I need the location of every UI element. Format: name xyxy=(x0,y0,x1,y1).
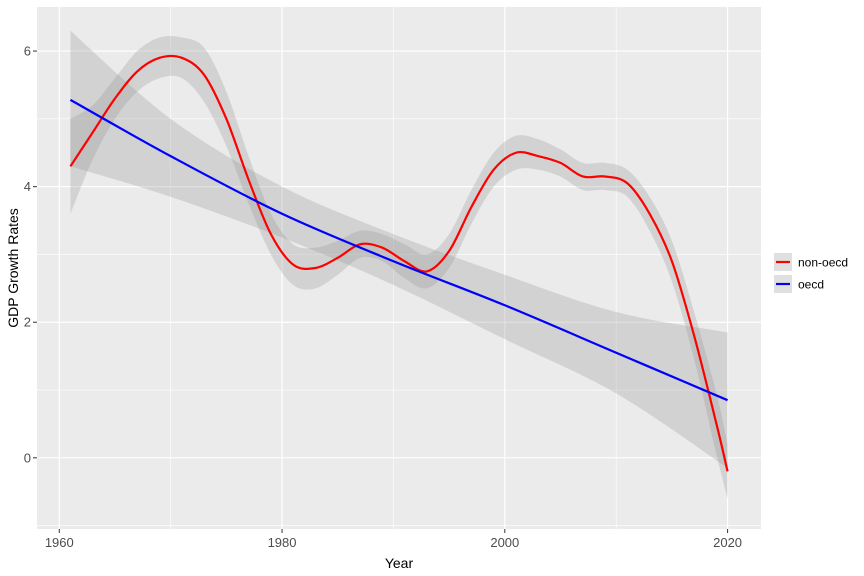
x-axis-title: Year xyxy=(385,555,414,571)
series-lines xyxy=(69,54,729,472)
y-axis: 0 2 4 6 xyxy=(24,44,37,465)
series-line-non-oecd xyxy=(69,54,729,472)
legend: non-oecd oecd xyxy=(774,253,848,293)
y-tick-label: 4 xyxy=(24,179,31,194)
y-tick-label: 6 xyxy=(24,44,31,59)
x-tick-label: 1980 xyxy=(268,535,297,550)
legend-label-non-oecd: non-oecd xyxy=(798,256,848,270)
grid-major xyxy=(37,7,761,529)
legend-label-oecd: oecd xyxy=(798,278,824,292)
x-tick-label: 2020 xyxy=(713,535,742,550)
confidence-band-non-oecd xyxy=(70,36,728,499)
grid-minor xyxy=(37,7,761,529)
x-axis: 1960 1980 2000 2020 xyxy=(45,529,742,550)
y-tick-label: 2 xyxy=(24,315,31,330)
plot-panel xyxy=(37,7,761,529)
confidence-band-oecd xyxy=(70,30,728,468)
y-tick-label: 0 xyxy=(24,450,31,465)
confidence-ribbons xyxy=(70,30,728,499)
series-line-oecd xyxy=(69,98,729,402)
x-tick-label: 1960 xyxy=(45,535,74,550)
x-tick-label: 2000 xyxy=(490,535,519,550)
y-axis-title: GDP Growth Rates xyxy=(5,208,21,328)
